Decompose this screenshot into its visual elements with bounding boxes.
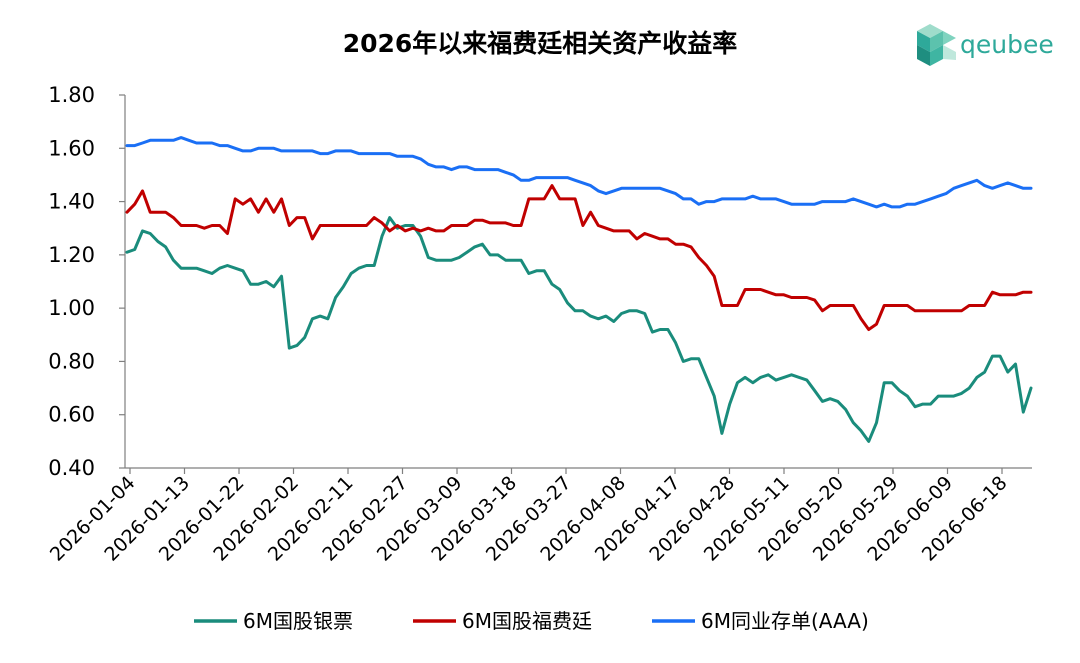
legend-label-3: 6M同业存单(AAA) xyxy=(701,609,869,633)
series-lines xyxy=(125,136,1033,443)
legend: 6M国股银票 6M国股福费廷 6M同业存单(AAA) xyxy=(194,609,869,633)
logo-text: qeubee xyxy=(960,30,1054,59)
y-tick-label: 0.40 xyxy=(48,456,95,480)
legend-label-2: 6M国股福费廷 xyxy=(462,609,592,633)
y-tick-label: 1.00 xyxy=(48,296,95,320)
series-line-2 xyxy=(125,184,1033,331)
chart-title: 2026年以来福费廷相关资产收益率 xyxy=(343,29,738,58)
y-tick-label: 1.40 xyxy=(48,190,95,214)
series-line-1 xyxy=(125,216,1033,443)
legend-label-1: 6M国股银票 xyxy=(243,609,353,633)
qeubee-logo: qeubee xyxy=(917,24,1054,66)
axes xyxy=(124,95,1032,469)
y-tick-label: 0.80 xyxy=(48,349,95,373)
x-axis-ticks: 2026-01-042026-01-132026-01-222026-02-02… xyxy=(46,468,1012,566)
cube-logo-icon xyxy=(917,24,956,66)
y-tick-label: 1.20 xyxy=(48,243,95,267)
series-line-3 xyxy=(125,136,1033,209)
y-axis-ticks: 0.40 0.60 0.80 1.00 1.20 1.40 1.60 1.80 xyxy=(48,83,125,480)
y-tick-label: 1.80 xyxy=(48,83,95,107)
y-tick-label: 1.60 xyxy=(48,136,95,160)
y-tick-label: 0.60 xyxy=(48,403,95,427)
